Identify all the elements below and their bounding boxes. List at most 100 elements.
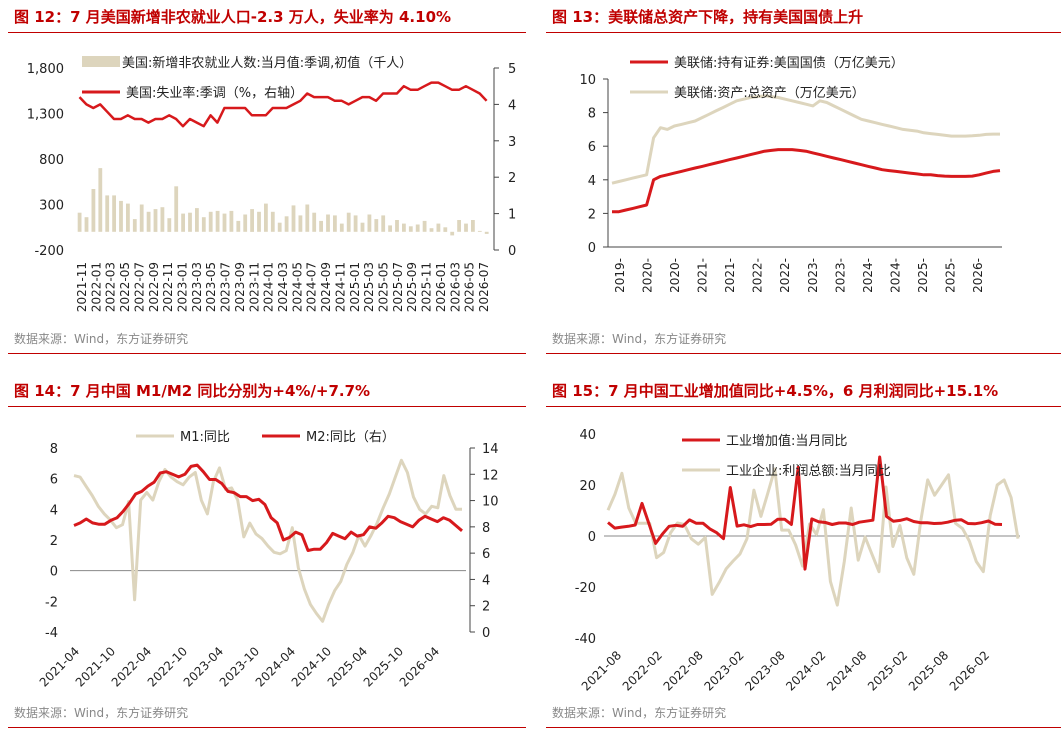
industrial-va-line: [607, 455, 1003, 571]
bar: [339, 223, 344, 232]
y-tick-label: -20: [575, 581, 596, 596]
m1-line: [73, 458, 462, 623]
bar: [84, 217, 89, 232]
bar: [457, 220, 461, 232]
bar: [395, 220, 399, 232]
x-tick-label: 2023-: [806, 258, 820, 293]
x-tick-label: 2019-: [613, 258, 627, 293]
bar: [222, 213, 227, 232]
x-tick-label: 2022-11: [161, 262, 175, 312]
legend-label: 美联储:资产:总资产（万亿美元）: [674, 86, 865, 101]
source-note: 数据来源：Wind，东方证券研究: [14, 706, 189, 720]
bar: [319, 220, 323, 232]
y-tick-label: 20: [579, 479, 596, 494]
x-tick-label: 2025-03: [362, 262, 376, 312]
profit-line: [606, 467, 1020, 607]
source-note: 数据来源：Wind，东方证券研究: [14, 332, 189, 346]
y-tick-label: 4: [588, 174, 596, 189]
legend-label: 美联储:持有证券:美国国债（万亿美元）: [674, 55, 904, 71]
bottom-divider: [546, 727, 1061, 728]
bar: [270, 211, 275, 232]
bar: [139, 204, 144, 232]
bar: [77, 212, 82, 232]
bar: [408, 226, 413, 232]
panel-fig12: 图 12：7 月美国新增非农就业人口-2.3 万人，失业率为 4.10% -20…: [8, 0, 526, 362]
y-right-tick-label: 8: [482, 521, 490, 536]
bar: [215, 210, 220, 232]
y-left-tick-label: 6: [50, 473, 58, 488]
x-tick-label: 2025-05: [377, 262, 391, 312]
bar: [153, 209, 158, 232]
x-tick-label: 2024-05: [290, 262, 304, 312]
bar: [160, 207, 165, 232]
y-left-tick-label: 800: [39, 153, 64, 168]
y-left-tick-label: -2: [45, 595, 58, 610]
m2-line: [73, 463, 463, 552]
x-tick-label: 2022-09: [147, 262, 161, 312]
chart-title: 图 13：美联储总资产下降，持有美国国债上升: [552, 8, 864, 26]
legend-label: M2:同比（右）: [306, 430, 395, 445]
legend-label: 美国:新增非农就业人数:当月值:季调,初值（千人）: [122, 55, 412, 71]
x-tick-label: 2023-08: [742, 648, 787, 693]
bar: [415, 224, 420, 232]
bar: [146, 211, 151, 232]
chart-title: 图 15：7 月中国工业增加值同比+4.5%，6 月利润同比+15.1%: [552, 382, 999, 400]
bar: [98, 168, 103, 232]
y-tick-label: -40: [575, 632, 596, 647]
bar: [236, 220, 241, 232]
y-left-tick-label: 8: [50, 442, 58, 457]
x-tick-label: 2023-11: [247, 262, 261, 312]
bar: [436, 223, 441, 232]
x-tick-label: 2025-11: [420, 262, 434, 312]
chart-fig14: -4-202468024681012142021-042021-102022-0…: [37, 430, 499, 690]
y-tick-label: 10: [579, 73, 596, 88]
source-note: 数据来源：Wind，东方证券研究: [552, 332, 727, 346]
bar: [443, 227, 448, 232]
bar: [201, 217, 206, 232]
legend-bar-swatch: [82, 56, 120, 67]
x-tick-label: 2023-07: [219, 262, 233, 312]
bar: [388, 225, 392, 232]
y-tick-label: 6: [588, 140, 596, 155]
x-tick-label: 2023-03: [190, 262, 204, 312]
y-tick-label: 8: [588, 107, 596, 122]
title-divider: [8, 32, 526, 33]
x-tick-label: 2023-02: [701, 648, 746, 693]
x-tick-label: 2025-08: [906, 648, 951, 693]
bar: [105, 195, 110, 232]
title-divider: [8, 406, 526, 407]
bar: [360, 222, 365, 232]
bar: [312, 212, 317, 232]
x-tick-label: 2022-: [778, 258, 792, 293]
x-tick-label: 2024-01: [262, 262, 276, 312]
y-right-tick-label: 2: [508, 171, 516, 186]
x-tick-label: 2022-02: [620, 648, 665, 693]
x-tick-label: 2024-11: [333, 262, 347, 312]
bar: [429, 228, 434, 232]
bar: [464, 223, 468, 232]
x-tick-label: 2022-01: [89, 262, 103, 312]
x-tick-label: 2026-07: [477, 262, 491, 312]
chart-fig12: -200 300 800 1,300 1,800 0 1 2 3 4 5 2021-11 2022-01…: [27, 55, 517, 312]
bar: [374, 219, 379, 232]
bar: [181, 213, 185, 232]
y-right-tick-label: 3: [508, 135, 516, 150]
bar: [353, 215, 358, 232]
bar: [126, 203, 130, 232]
y-left-tick-label: 2: [50, 534, 58, 549]
bar: [477, 230, 482, 232]
y-right-tick-label: 0: [508, 244, 516, 259]
bar: [471, 220, 475, 232]
y-left-tick-label: 0: [50, 565, 58, 580]
bar: [167, 218, 172, 232]
y-tick-label: 2: [588, 207, 596, 222]
bar: [291, 205, 296, 232]
x-tick-label: 2026-03: [448, 262, 462, 312]
bar: [188, 212, 192, 232]
x-tick-label: 2026-01: [434, 262, 448, 312]
bar: [284, 216, 289, 232]
y-right-tick-label: 0: [482, 626, 490, 641]
bar: [257, 211, 261, 232]
y-right-tick-label: 1: [508, 208, 516, 223]
total-assets-line: [611, 94, 1000, 185]
